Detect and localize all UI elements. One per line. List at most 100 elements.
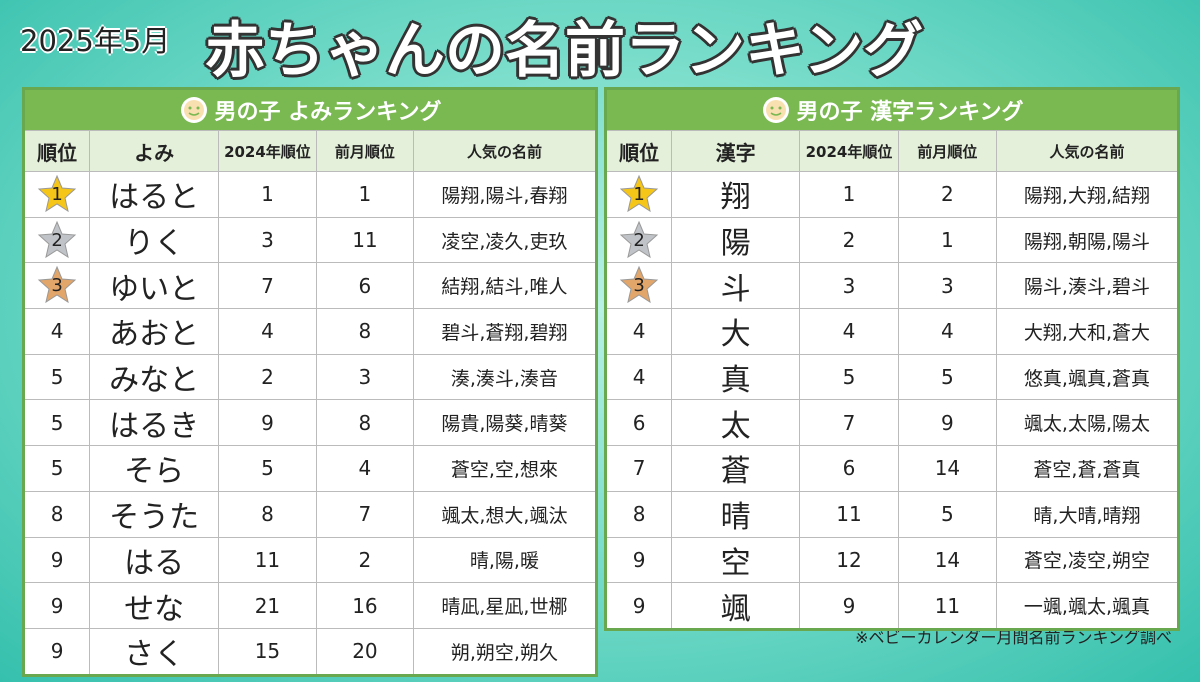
table-cell: 7 bbox=[217, 263, 316, 309]
column-header: 前月順位 bbox=[897, 131, 996, 171]
table-cell: 4 bbox=[632, 365, 646, 390]
column-header: よみ bbox=[89, 131, 218, 171]
footnote: ※ベビーカレンダー月間名前ランキング調べ bbox=[855, 628, 1172, 647]
table-cell: そら bbox=[89, 446, 218, 491]
table-cell: 7 bbox=[798, 400, 898, 446]
table-cell: 颯太,想大,颯汰 bbox=[412, 491, 595, 537]
table-cell: 1 bbox=[798, 172, 898, 217]
table-cell: 凌空,凌久,吏玖 bbox=[412, 217, 595, 263]
table-cell: 9 bbox=[50, 639, 64, 664]
table-row: 3 斗 3 3 陽斗,湊斗,碧斗 bbox=[607, 262, 1177, 309]
table-cell: 2 bbox=[25, 218, 89, 263]
table-cell: 颯 bbox=[671, 583, 799, 628]
table-cell: 15 bbox=[217, 628, 316, 674]
table-cell: 蒼空,凌空,朔空 bbox=[995, 537, 1177, 583]
table-cell: 颯太,太陽,陽太 bbox=[995, 400, 1177, 446]
table-cell: 5 bbox=[50, 410, 64, 435]
table-row: 9 せな 21 16 晴凪,星凪,世梛 bbox=[25, 582, 595, 628]
table-cell: りく bbox=[89, 217, 218, 263]
table-cell: 晴 bbox=[671, 491, 799, 537]
table-cell: みなと bbox=[89, 354, 218, 400]
table-cell: 3 bbox=[798, 263, 898, 309]
table-row: 2 りく 3 11 凌空,凌久,吏玖 bbox=[25, 216, 595, 263]
table-cell: 5 bbox=[798, 354, 898, 400]
table-row: 9 はる 11 2 晴,陽,暖 bbox=[25, 536, 595, 583]
table-cell: 碧斗,蒼翔,碧翔 bbox=[412, 309, 595, 354]
table-cell: 4 bbox=[315, 446, 413, 491]
table-cell: はる bbox=[89, 537, 218, 583]
table-cell: 1 bbox=[315, 172, 413, 217]
table-cell: 2 bbox=[607, 218, 671, 263]
table-cell: 11 bbox=[315, 217, 413, 263]
table-cell: 8 bbox=[50, 502, 64, 527]
table-cell: 7 bbox=[632, 456, 646, 481]
table-title: 男の子 よみランキング bbox=[25, 90, 595, 130]
header-row: 順位 よみ 2024年順位 前月順位 人気の名前 bbox=[25, 130, 595, 171]
table-cell: 2 bbox=[217, 354, 316, 400]
table-cell: 晴,大晴,晴翔 bbox=[995, 491, 1177, 537]
rank-star bbox=[619, 266, 659, 304]
table-row: 8 そうた 8 7 颯太,想大,颯汰 bbox=[25, 490, 595, 537]
table-cell: 結翔,結斗,唯人 bbox=[412, 263, 595, 309]
table-cell: 8 bbox=[632, 502, 646, 527]
table-cell: 11 bbox=[798, 491, 898, 537]
table-cell: 8 bbox=[217, 491, 316, 537]
table-cell: 陽斗,湊斗,碧斗 bbox=[995, 263, 1177, 309]
table-row: 2 陽 2 1 陽翔,朝陽,陽斗 bbox=[607, 216, 1177, 263]
table-cell: 陽貴,陽葵,晴葵 bbox=[412, 400, 595, 446]
table-row: 4 大 4 4 大翔,大和,蒼大 bbox=[607, 308, 1177, 354]
table-row: 9 颯 9 11 一颯,颯太,颯真 bbox=[607, 582, 1177, 628]
table-cell: 14 bbox=[897, 446, 996, 491]
table-cell: 6 bbox=[798, 446, 898, 491]
table-cell: 5 bbox=[50, 365, 64, 390]
table-cell: 陽翔,朝陽,陽斗 bbox=[995, 217, 1177, 263]
table-cell: 晴凪,星凪,世梛 bbox=[412, 583, 595, 628]
table-cell: そうた bbox=[89, 491, 218, 537]
table-cell: 大 bbox=[671, 309, 799, 354]
table-cell: 6 bbox=[315, 263, 413, 309]
table-row: 3 ゆいと 7 6 結翔,結斗,唯人 bbox=[25, 262, 595, 309]
table-cell: はると bbox=[89, 172, 218, 217]
table-cell: 4 bbox=[798, 309, 898, 354]
table-cell: 6 bbox=[632, 410, 646, 435]
date: 2025年5月 bbox=[20, 24, 171, 58]
table-cell: 2 bbox=[897, 172, 996, 217]
table-cell: あおと bbox=[89, 309, 218, 354]
table-cell: 1 bbox=[897, 217, 996, 263]
face-icon bbox=[762, 97, 789, 123]
table-cell: 9 bbox=[798, 583, 898, 628]
table-row: 7 蒼 6 14 蒼空,蒼,蒼真 bbox=[607, 445, 1177, 491]
rank-number: 1 bbox=[633, 183, 645, 205]
table-cell: 陽 bbox=[671, 217, 799, 263]
table-cell: 4 bbox=[50, 319, 64, 344]
table-cell: 9 bbox=[632, 593, 646, 618]
table-title-text: 男の子 よみランキング bbox=[214, 100, 442, 125]
title: 赤ちゃんの名前ランキング bbox=[205, 16, 924, 86]
column-header: 人気の名前 bbox=[995, 131, 1177, 171]
table-cell: 9 bbox=[50, 593, 64, 618]
ranking-table: 男の子 漢字ランキング 順位 漢字 2024年順位 前月順位 人気の名前 1 翔 1 2 陽翔,大翔… bbox=[604, 87, 1180, 631]
table-row: 4 あおと 4 8 碧斗,蒼翔,碧翔 bbox=[25, 308, 595, 354]
table-row: 8 晴 11 5 晴,大晴,晴翔 bbox=[607, 490, 1177, 537]
rank-star bbox=[37, 220, 77, 258]
table-cell: 5 bbox=[50, 456, 64, 481]
table-cell: 斗 bbox=[671, 263, 799, 309]
table-cell: 晴,陽,暖 bbox=[412, 537, 595, 583]
table-row: 5 そら 5 4 蒼空,空,想來 bbox=[25, 445, 595, 491]
table-cell: 9 bbox=[217, 400, 316, 446]
table-row: 1 はると 1 1 陽翔,陽斗,春翔 bbox=[25, 171, 595, 217]
table-row: 6 太 7 9 颯太,太陽,陽太 bbox=[607, 399, 1177, 446]
table-cell: 真 bbox=[671, 354, 799, 400]
table-cell: 2 bbox=[315, 537, 413, 583]
table-cell: 5 bbox=[897, 491, 996, 537]
table-cell: 21 bbox=[217, 583, 316, 628]
table-cell: 翔 bbox=[671, 172, 799, 217]
table-cell: 陽翔,陽斗,春翔 bbox=[412, 172, 595, 217]
table-row: 5 みなと 2 3 湊,湊斗,湊音 bbox=[25, 353, 595, 400]
table-cell: 8 bbox=[315, 309, 413, 354]
rank-star bbox=[37, 266, 77, 304]
table-cell: 蒼空,蒼,蒼真 bbox=[995, 446, 1177, 491]
rank-number: 2 bbox=[51, 229, 63, 251]
table-cell: 蒼空,空,想來 bbox=[412, 446, 595, 491]
